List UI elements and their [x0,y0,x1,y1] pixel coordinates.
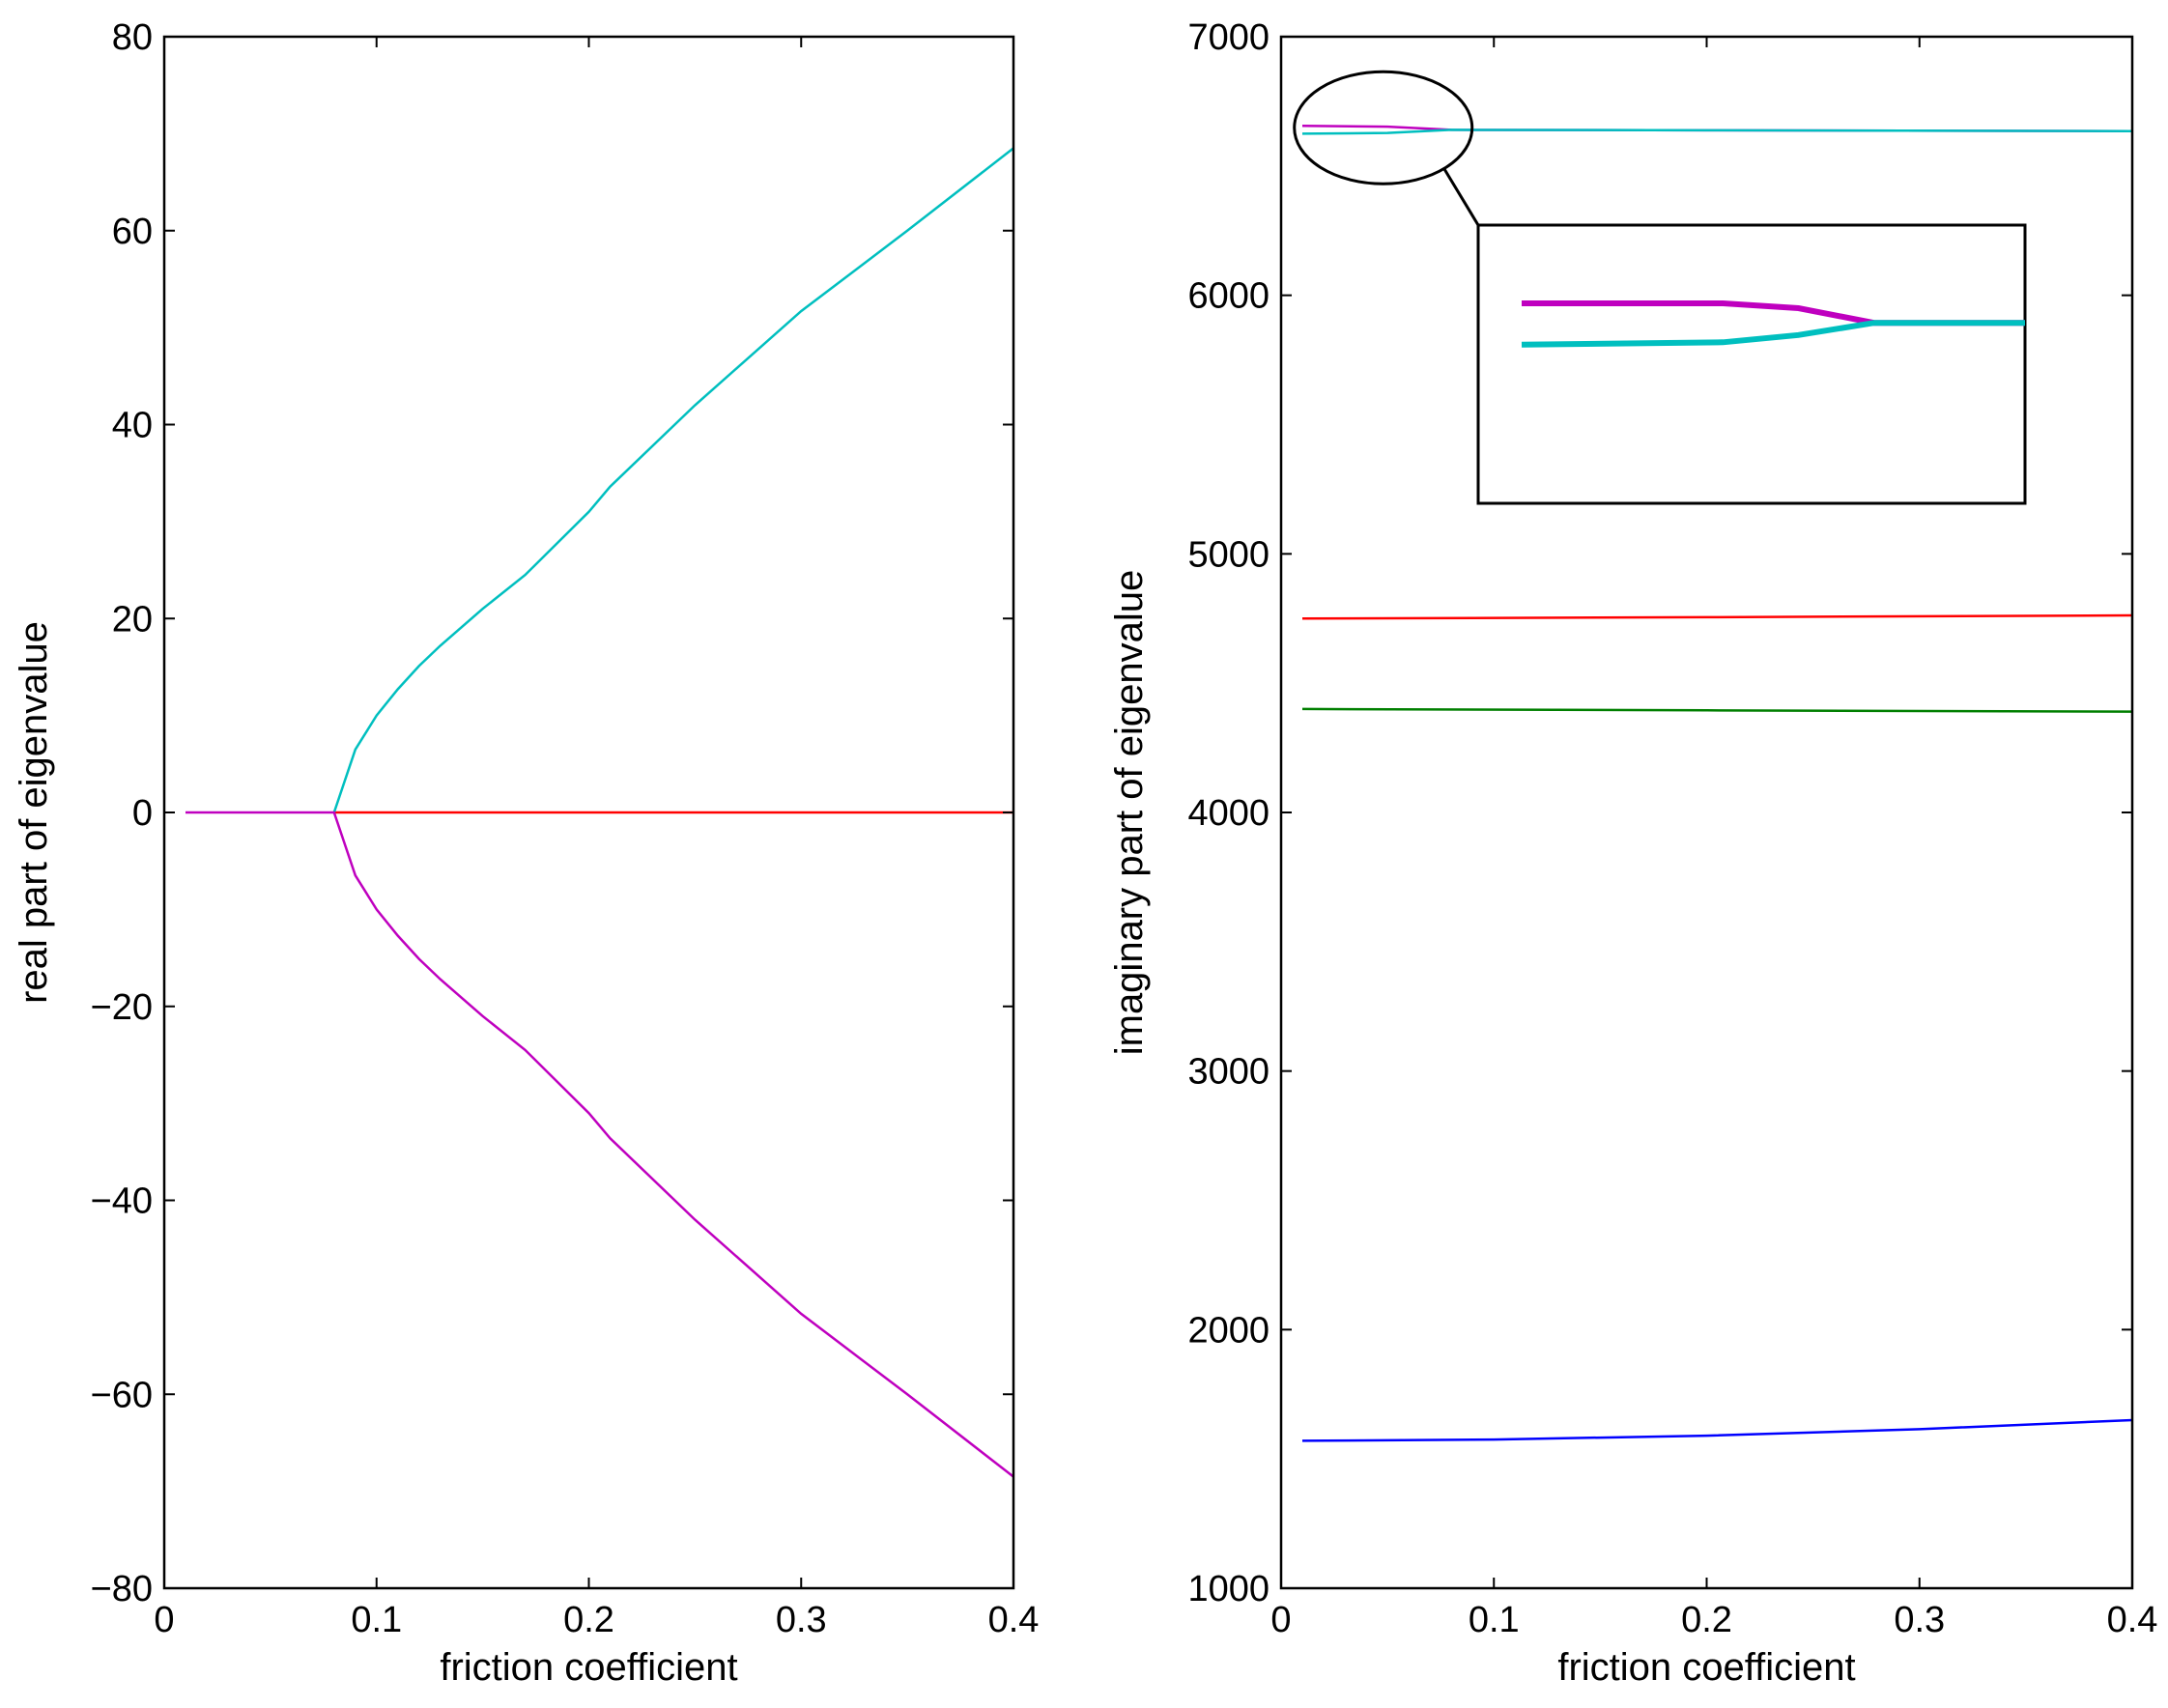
zoom-connector [1442,168,1480,226]
series-line-4 [1301,1418,2133,1442]
series-line-1 [332,147,1014,813]
x-tick-label: 0.3 [776,1600,827,1640]
inset-layer [1293,70,2027,505]
y-tick-label: −20 [91,987,153,1028]
tick-layer: 0 0.1 0.2 0.3 0.4 1000 2000 3000 4000 5000 6000 700… [1187,17,2157,1640]
series-line-2 [185,811,1014,1478]
y-tick-label: 7000 [1187,17,1269,58]
y-tick-label: −60 [91,1375,153,1415]
x-tick-label: 0.3 [1894,1600,1945,1640]
series-layer [1301,125,2133,1442]
y-tick-label: 60 [112,212,153,252]
x-tick-label: 0 [154,1600,174,1640]
chart-real-part: 0 0.1 0.2 0.3 0.4 −80 −60 −40 −20 0 20 40 60 80 frict… [13,17,1039,1689]
y-tick-label: 6000 [1187,276,1269,317]
series-layer [185,147,1014,1478]
chart-imaginary-part: 0 0.1 0.2 0.3 0.4 1000 2000 3000 4000 5000 6000 700… [1108,17,2157,1689]
series-line-3 [1301,707,2133,713]
y-tick-label: 40 [112,406,153,446]
y-tick-label: 0 [132,793,153,834]
y-tick-label: 3000 [1187,1052,1269,1093]
x-tick-label: 0.1 [351,1600,402,1640]
zoom-ellipse [1293,70,1474,185]
x-tick-label: 0.4 [2107,1600,2158,1640]
y-tick-label: 20 [112,599,153,640]
y-tick-label: 4000 [1187,793,1269,834]
x-tick-label: 0.2 [1681,1600,1732,1640]
y-tick-label: −40 [91,1181,153,1222]
inset-box [1476,223,2027,505]
y-tick-label: 1000 [1187,1569,1269,1609]
x-tick-label: 0.2 [563,1600,614,1640]
x-tick-label: 0.4 [988,1600,1040,1640]
x-axis-label: friction coefficient [440,1646,737,1689]
y-tick-label: 80 [112,17,153,58]
tick-layer: 0 0.1 0.2 0.3 0.4 −80 −60 −40 −20 0 20 40 60 80 [91,17,1040,1640]
y-tick-label: 5000 [1187,534,1269,575]
series-line-1 [1301,128,2133,135]
inset-series-line-1 [1521,320,2025,348]
series-line-2 [1301,613,2133,620]
y-tick-label: 2000 [1187,1310,1269,1351]
y-axis-label: real part of eigenvalue [13,621,55,1004]
y-tick-label: −80 [91,1569,153,1609]
y-axis-label: imaginary part of eigenvalue [1108,570,1151,1056]
x-axis-label: friction coefficient [1557,1646,1855,1689]
x-tick-label: 0.1 [1469,1600,1520,1640]
x-tick-label: 0 [1270,1600,1291,1640]
